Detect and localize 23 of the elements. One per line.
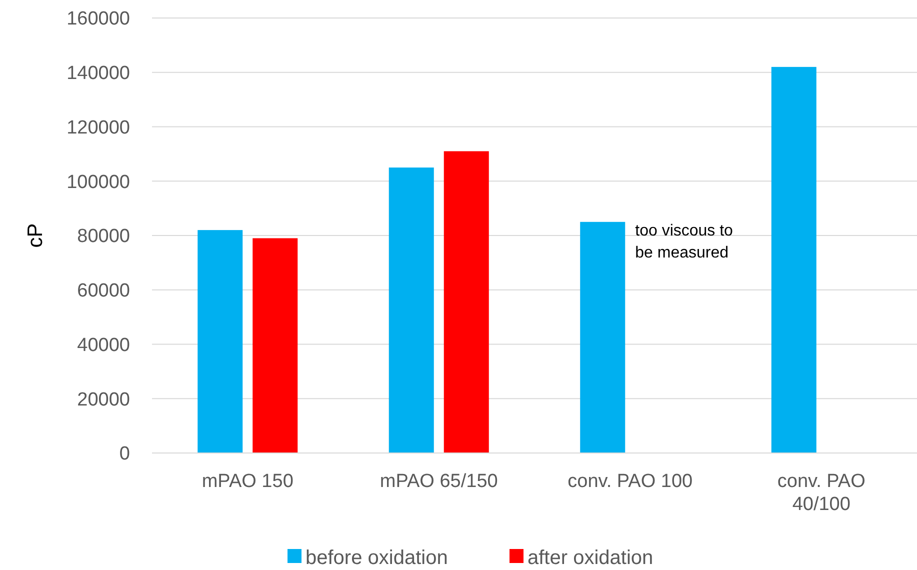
x-tick-label: mPAO 150 bbox=[202, 471, 294, 492]
y-tick-label: 20000 bbox=[77, 389, 130, 410]
y-tick-label: 60000 bbox=[77, 280, 130, 302]
bar bbox=[252, 238, 298, 453]
y-axis-title: cP bbox=[24, 223, 47, 248]
annotation: too viscous to be measured bbox=[635, 222, 734, 262]
bar bbox=[198, 230, 243, 453]
bar bbox=[580, 222, 626, 453]
bar bbox=[771, 66, 816, 453]
x-tick-label: conv. PAO 100 bbox=[568, 471, 693, 492]
legend-label: before oxidation bbox=[306, 547, 448, 569]
y-tick-label: 100000 bbox=[66, 172, 130, 193]
y-tick-label: 120000 bbox=[66, 117, 130, 138]
y-tick-label: 0 bbox=[119, 444, 130, 465]
y-tick-label: 140000 bbox=[66, 63, 130, 84]
bar bbox=[388, 168, 434, 453]
x-tick-label: mPAO 65/150 bbox=[380, 471, 498, 492]
y-tick-label: 40000 bbox=[77, 334, 130, 356]
y-tick-label: 80000 bbox=[77, 226, 130, 248]
legend-label: after oxidation bbox=[528, 547, 654, 569]
y-tick-label: 160000 bbox=[66, 8, 130, 30]
bar bbox=[444, 151, 489, 453]
x-tick-label: conv. PAO 40/100 bbox=[777, 471, 866, 515]
